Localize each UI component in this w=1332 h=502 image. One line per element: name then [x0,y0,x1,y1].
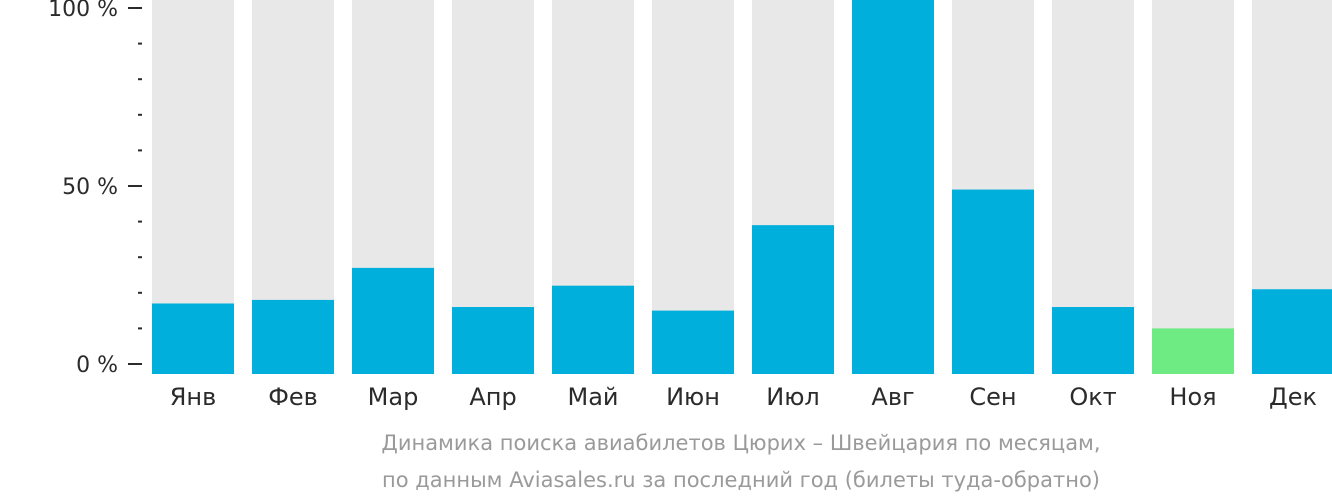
x-tick-label-1: Фев [268,383,318,411]
bar-10 [1152,328,1234,374]
bar-0 [152,303,234,374]
bar-4 [552,285,634,374]
bars [152,0,1332,374]
bar-track-10 [1152,0,1234,374]
bar-5 [652,310,734,374]
bar-8 [952,189,1034,374]
x-tick-label-6: Июл [766,383,820,411]
bar-9 [1052,307,1134,374]
x-tick-label-7: Авг [871,383,914,411]
x-tick-label-4: Май [567,383,618,411]
bar-6 [752,225,834,374]
caption-line-2: по данным Aviasales.ru за последний год … [382,468,1100,492]
y-tick-label-100: 100 % [48,0,118,22]
bar-11 [1252,289,1332,374]
y-axis: 0 % 50 % 100 % [48,0,142,378]
x-tick-label-2: Мар [368,383,419,411]
x-tick-label-0: Янв [170,383,217,411]
x-tick-label-9: Окт [1069,383,1116,411]
y-tick-label-50: 50 % [62,175,118,200]
x-tick-label-10: Ноя [1169,383,1216,411]
x-axis-labels: Янв Фев Мар Апр Май Июн Июл Авг Сен Окт Ноя Дек [170,383,1317,411]
y-tick-label-0: 0 % [76,353,118,378]
bar-1 [252,299,334,374]
chart-caption: Динамика поиска авиабилетов Цюрих – Швей… [381,431,1100,492]
x-tick-label-11: Дек [1269,383,1317,411]
bar-7 [852,0,934,374]
x-tick-label-3: Апр [469,383,516,411]
bar-2 [352,267,434,374]
bar-3 [452,307,534,374]
x-tick-label-8: Сен [969,383,1016,411]
x-tick-label-5: Июн [666,383,720,411]
caption-line-1: Динамика поиска авиабилетов Цюрих – Швей… [381,431,1100,455]
